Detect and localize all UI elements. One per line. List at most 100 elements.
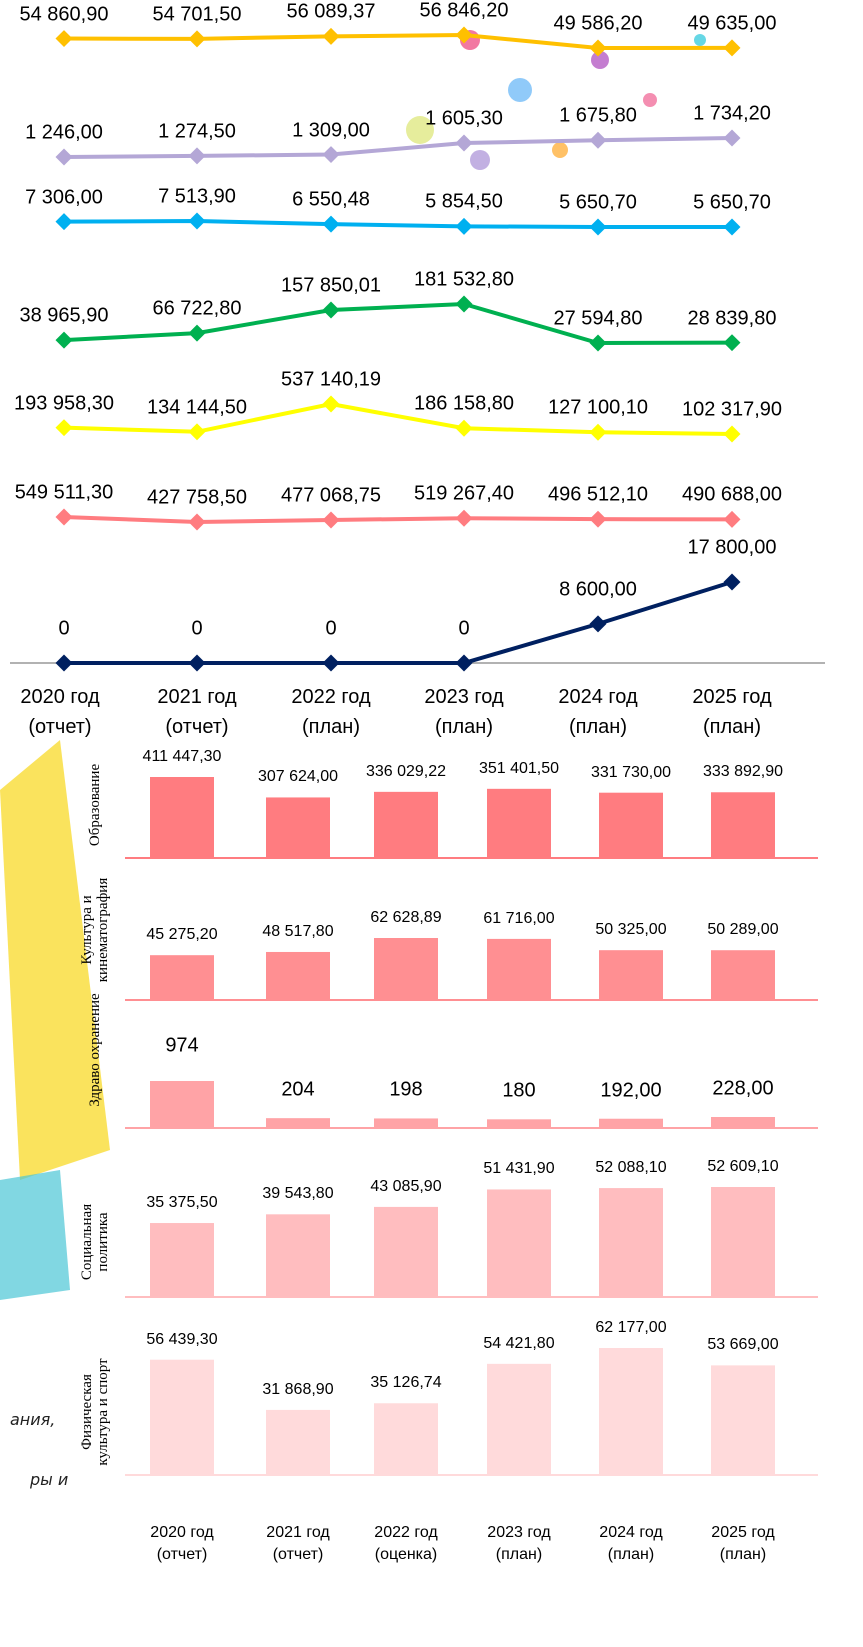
data-label: 549 511,30 <box>15 482 114 505</box>
marker <box>56 30 73 47</box>
data-label: 54 701,50 <box>153 3 242 26</box>
x-tick-label: 2024 год (план) <box>591 1522 671 1566</box>
marker <box>724 39 741 56</box>
data-label: 39 543,80 <box>262 1185 333 1203</box>
marker <box>456 218 473 235</box>
data-label: 8 600,00 <box>559 578 637 601</box>
bar <box>487 1189 551 1297</box>
data-label: 157 850,01 <box>281 275 381 298</box>
panel-label: Культура и кинематография <box>79 865 111 995</box>
x-tick-label: 2025 год (план) <box>682 682 782 742</box>
data-label: 45 275,20 <box>146 926 217 944</box>
data-label: 198 <box>389 1079 422 1102</box>
data-label: 351 401,50 <box>479 760 559 778</box>
decor-text: ры и <box>30 1470 68 1489</box>
data-label: 56 439,30 <box>146 1331 217 1349</box>
data-label: 192,00 <box>600 1079 661 1102</box>
data-label: 56 089,37 <box>287 1 376 24</box>
panel-label: Физическая культура и спорт <box>79 1347 111 1477</box>
line <box>64 517 732 522</box>
data-label: 50 325,00 <box>595 921 666 939</box>
marker <box>590 511 607 528</box>
marker <box>56 655 73 672</box>
data-label: 35 126,74 <box>370 1374 441 1392</box>
data-label: 1 675,80 <box>559 105 637 128</box>
data-label: 974 <box>165 1035 198 1058</box>
line <box>64 221 732 227</box>
x-tick-label: 2022 год (оценка) <box>366 1522 446 1566</box>
marker <box>590 219 607 236</box>
panel-label: Образование <box>87 740 103 870</box>
data-label: 181 532,80 <box>414 269 514 292</box>
marker <box>590 132 607 149</box>
bar <box>599 1119 663 1128</box>
data-label: 51 431,90 <box>483 1160 554 1178</box>
line <box>64 35 732 48</box>
bar <box>599 1348 663 1475</box>
marker <box>56 419 73 436</box>
data-label: 54 860,90 <box>20 3 109 26</box>
data-label: 336 029,22 <box>366 763 446 781</box>
bar <box>374 1118 438 1128</box>
data-label: 1 309,00 <box>292 119 370 142</box>
data-label: 1 605,30 <box>425 108 503 131</box>
bar <box>266 797 330 858</box>
sticky-note <box>0 1170 70 1300</box>
bar <box>487 789 551 858</box>
marker <box>456 420 473 437</box>
bar <box>487 1119 551 1128</box>
data-label: 134 144,50 <box>147 396 247 419</box>
marker <box>189 655 206 672</box>
x-tick-label: 2023 год (план) <box>479 1522 559 1566</box>
marker <box>724 130 741 147</box>
marker <box>724 426 741 443</box>
data-label: 52 609,10 <box>707 1158 778 1176</box>
bar <box>487 1364 551 1475</box>
data-label: 0 <box>458 618 469 641</box>
data-label: 496 512,10 <box>548 484 648 507</box>
marker <box>724 511 741 528</box>
marker <box>590 615 607 632</box>
marker <box>323 146 340 163</box>
data-label: 48 517,80 <box>262 923 333 941</box>
bar <box>266 1410 330 1475</box>
marker <box>56 509 73 526</box>
x-tick-label: 2022 год (план) <box>281 682 381 742</box>
x-tick-label: 2021 год (отчет) <box>147 682 247 742</box>
data-label: 31 868,90 <box>262 1381 333 1399</box>
bar <box>711 1365 775 1475</box>
data-label: 7 306,00 <box>25 186 103 209</box>
data-label: 193 958,30 <box>14 392 114 415</box>
data-label: 427 758,50 <box>147 487 247 510</box>
panel-label: Социальная политика <box>79 1177 111 1307</box>
marker <box>56 332 73 349</box>
x-tick-label: 2023 год (план) <box>414 682 514 742</box>
x-tick-label: 2020 год (отчет) <box>142 1522 222 1566</box>
marker <box>189 514 206 531</box>
data-label: 331 730,00 <box>591 764 671 782</box>
marker <box>724 574 741 591</box>
data-label: 6 550,48 <box>292 189 370 212</box>
data-label: 27 594,80 <box>554 308 643 331</box>
data-label: 333 892,90 <box>703 763 783 781</box>
data-label: 49 635,00 <box>688 12 777 35</box>
data-label: 62 177,00 <box>595 1319 666 1337</box>
confetti <box>406 30 706 170</box>
bar <box>150 955 214 1000</box>
bar <box>150 777 214 858</box>
bar <box>599 793 663 858</box>
data-label: 49 586,20 <box>554 13 643 36</box>
marker <box>189 147 206 164</box>
data-label: 102 317,90 <box>682 399 782 422</box>
data-label: 519 267,40 <box>414 483 514 506</box>
data-label: 180 <box>502 1080 535 1103</box>
data-label: 17 800,00 <box>688 537 777 560</box>
bar <box>711 1187 775 1297</box>
x-tick-label: 2020 год (отчет) <box>10 682 110 742</box>
data-label: 43 085,90 <box>370 1178 441 1196</box>
bar <box>150 1223 214 1297</box>
marker <box>189 423 206 440</box>
marker <box>456 655 473 672</box>
marker <box>189 30 206 47</box>
data-label: 1 246,00 <box>25 122 103 145</box>
